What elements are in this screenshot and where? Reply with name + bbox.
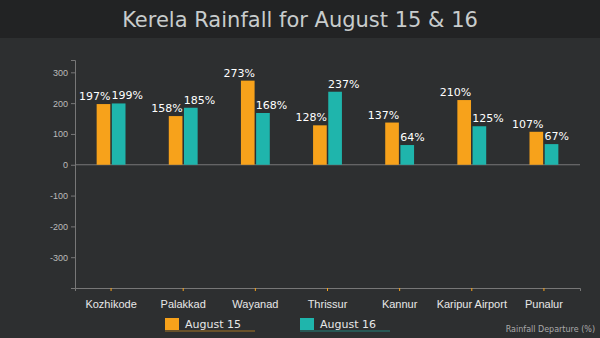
bar xyxy=(169,116,183,165)
x-tick-mark xyxy=(543,288,544,291)
bar xyxy=(241,81,255,165)
x-tick-label: Thrissur xyxy=(308,298,348,310)
bar xyxy=(112,103,126,164)
data-label: 107% xyxy=(512,118,543,131)
y-tick: -200 xyxy=(50,222,75,232)
annotation: Rainfall Departure (%) xyxy=(506,325,595,334)
x-tick-mark xyxy=(399,288,400,291)
x-tick-label: Kannur xyxy=(382,298,418,310)
y-tick: 100 xyxy=(53,129,75,139)
data-label: 168% xyxy=(256,99,287,112)
background xyxy=(0,0,600,338)
bar xyxy=(256,113,270,165)
bar xyxy=(97,104,111,165)
legend-label: August 15 xyxy=(185,318,241,331)
x-tick: Kozhikode xyxy=(85,288,136,310)
bar xyxy=(457,100,471,165)
y-tick-label: 0 xyxy=(63,160,68,170)
y-tick-mark xyxy=(71,165,75,166)
data-label: 237% xyxy=(328,78,359,91)
y-tick-label: 100 xyxy=(53,129,68,139)
x-tick-mark xyxy=(327,288,328,291)
y-tick-mark xyxy=(71,103,75,104)
y-tick: 0 xyxy=(63,160,75,170)
data-label: 273% xyxy=(223,67,254,80)
x-tick-label: Kozhikode xyxy=(85,298,136,310)
chart: Kerela Rainfall for August 15 & 16 -300 -2… xyxy=(0,0,600,338)
legend-label: August 16 xyxy=(320,318,376,331)
bar xyxy=(530,132,544,165)
x-axis-line xyxy=(76,289,581,292)
bar xyxy=(473,126,487,165)
data-label: 199% xyxy=(112,89,143,102)
x-tick-mark xyxy=(183,288,184,291)
x-tick: Karipur Airport xyxy=(437,288,507,310)
bars xyxy=(97,81,559,165)
legend-swatch xyxy=(300,318,314,330)
y-axis-line xyxy=(71,61,76,289)
bar xyxy=(328,92,342,165)
legend: August 15 August 16 xyxy=(165,318,390,331)
y-tick: -300 xyxy=(50,253,75,263)
x-tick-mark xyxy=(255,288,256,291)
y-tick-mark xyxy=(71,196,75,197)
y-tick-label: -200 xyxy=(50,222,68,232)
legend-swatch xyxy=(165,318,179,330)
x-tick-label: Wayanad xyxy=(232,298,278,310)
data-label: 210% xyxy=(440,86,471,99)
x-tick-mark xyxy=(471,288,472,291)
title-bar xyxy=(0,0,600,38)
data-labels: 197% 158% 273% 128% 137% 210% 107% 199% 185% 168%… xyxy=(79,67,569,144)
bar xyxy=(313,125,327,164)
x-tick-label: Punalur xyxy=(525,298,563,310)
x-tick: Palakkad xyxy=(161,288,206,310)
y-tick-label: 200 xyxy=(53,99,68,109)
y-tick-mark xyxy=(71,257,75,258)
bar xyxy=(545,144,559,165)
y-tick: 300 xyxy=(53,68,75,78)
bar xyxy=(400,145,414,165)
data-label: 197% xyxy=(79,90,110,103)
data-label: 67% xyxy=(544,130,568,143)
data-label: 128% xyxy=(296,111,327,124)
y-tick: 200 xyxy=(53,99,75,109)
zero-line xyxy=(75,164,580,165)
y-tick-label: -300 xyxy=(50,253,68,263)
title: Kerela Rainfall for August 15 & 16 xyxy=(122,8,478,32)
x-axis: Kozhikode Palakkad Wayanad Thrissur Kannur Ka… xyxy=(76,288,581,310)
x-tick: Punalur xyxy=(525,288,563,310)
y-tick: -100 xyxy=(50,191,75,201)
data-label: 125% xyxy=(472,112,503,125)
x-tick-mark xyxy=(111,288,112,291)
y-axis: -300 -200 -100 0 100 200 300 xyxy=(50,61,76,289)
data-label: 64% xyxy=(400,131,424,144)
data-label: 158% xyxy=(151,102,182,115)
data-label: 185% xyxy=(184,94,215,107)
y-tick-label: 300 xyxy=(53,68,68,78)
y-tick-mark xyxy=(71,226,75,227)
y-tick-mark xyxy=(71,134,75,135)
x-tick-label: Palakkad xyxy=(161,298,206,310)
data-label: 137% xyxy=(368,109,399,122)
x-tick-label: Karipur Airport xyxy=(437,298,507,310)
x-tick: Thrissur xyxy=(308,288,348,310)
y-tick-label: -100 xyxy=(50,191,68,201)
x-tick: Wayanad xyxy=(232,288,278,310)
x-tick: Kannur xyxy=(382,288,418,310)
y-tick-mark xyxy=(71,72,75,73)
bar xyxy=(385,123,399,165)
bar xyxy=(184,108,198,165)
